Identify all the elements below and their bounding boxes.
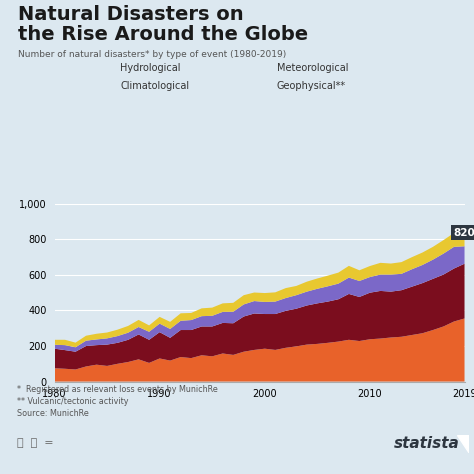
Text: 820: 820 <box>454 228 474 238</box>
Text: Climatological: Climatological <box>120 81 190 91</box>
Text: the Rise Around the Globe: the Rise Around the Globe <box>18 25 308 44</box>
Text: ⓒ  ⓘ  =: ⓒ ⓘ = <box>17 438 53 448</box>
Text: *  Registered as relevant loss events by MunichRe: * Registered as relevant loss events by … <box>17 385 218 394</box>
Text: Number of natural disasters* by type of event (1980-2019): Number of natural disasters* by type of … <box>18 50 286 59</box>
Text: ** Vulcanic/tectonic activity: ** Vulcanic/tectonic activity <box>17 397 128 406</box>
Text: Geophysical**: Geophysical** <box>277 81 346 91</box>
Polygon shape <box>457 435 469 453</box>
Text: Natural Disasters on: Natural Disasters on <box>18 5 244 24</box>
Text: Hydrological: Hydrological <box>120 63 181 73</box>
Text: statista: statista <box>394 436 460 451</box>
Text: Meteorological: Meteorological <box>277 63 348 73</box>
Text: Source: MunichRe: Source: MunichRe <box>17 409 88 418</box>
